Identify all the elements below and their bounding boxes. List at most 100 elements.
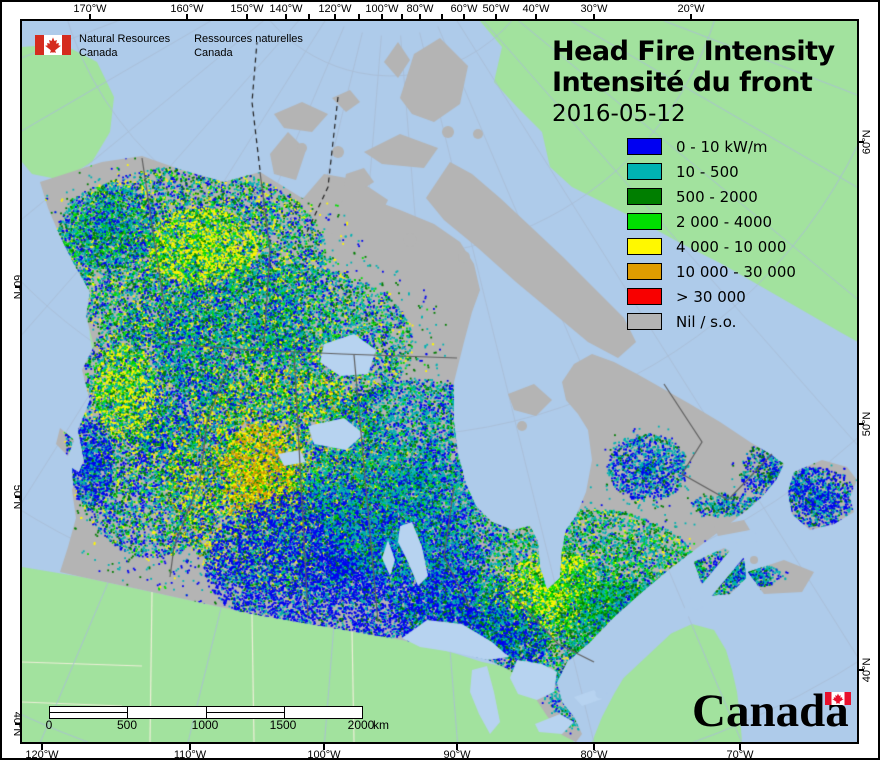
legend-item: 10 000 - 30 000	[627, 259, 796, 284]
signature-en-line1: Natural Resources	[79, 33, 171, 45]
axis-tick	[857, 423, 864, 425]
map-title-block: Head Fire Intensity Intensité du front 2…	[552, 36, 835, 128]
legend-swatch	[627, 288, 662, 305]
signature-fr-line1: Ressources naturelles	[194, 33, 303, 45]
legend-swatch	[627, 213, 662, 230]
axis-tick	[285, 14, 287, 21]
axis-label-longitude: 120°W	[25, 749, 59, 760]
signature-english: Natural Resources Canada	[79, 32, 170, 60]
wordmark-text: Canada	[692, 685, 849, 737]
canada-fire-map-image	[22, 21, 857, 742]
axis-label-longitude: 70°W	[726, 749, 754, 760]
legend-label: > 30 000	[676, 287, 746, 306]
axis-label-longitude: 50°W	[482, 3, 510, 15]
axis-label-latitude: 40°N	[861, 657, 873, 683]
signature-french: Ressources naturelles Canada	[194, 32, 303, 60]
axis-tick	[334, 14, 336, 21]
scale-bar: 0 500 1000 1500 2000 km	[39, 702, 399, 732]
axis-tick	[89, 14, 91, 21]
legend-label: 4 000 - 10 000	[676, 237, 787, 256]
canada-wordmark: Canada	[692, 685, 851, 737]
axis-tick	[15, 286, 22, 288]
axis-label-latitude: 50°N	[11, 484, 23, 510]
axis-label-latitude: 60°N	[861, 129, 873, 155]
legend-item: 2 000 - 4000	[627, 209, 796, 234]
legend-swatch	[627, 263, 662, 280]
axis-label-longitude: 80°W	[406, 3, 434, 15]
scale-bar-segments	[49, 706, 363, 719]
axis-label-longitude: 90°W	[443, 749, 471, 760]
scale-bar-segment	[284, 707, 362, 718]
map-title-fr: Intensité du front	[552, 67, 813, 98]
legend-label: 500 - 2000	[676, 187, 758, 206]
axis-tick	[419, 14, 421, 21]
axis-label-latitude: 60°N	[11, 274, 23, 300]
axis-label-longitude: 170°W	[73, 3, 107, 15]
axis-label-latitude: 40°N	[11, 711, 23, 737]
legend-swatch	[627, 163, 662, 180]
axis-tick	[535, 14, 537, 21]
wordmark-flag-icon	[825, 692, 851, 705]
axis-label-longitude: 160°W	[170, 3, 204, 15]
axis-minor-tick	[401, 14, 403, 21]
legend-swatch	[627, 138, 662, 155]
scale-bar-unit: km	[373, 718, 389, 732]
axis-minor-tick	[441, 14, 443, 21]
scale-bar-segment	[128, 707, 207, 718]
axis-label-latitude: 50°N	[861, 411, 873, 437]
axis-tick	[857, 141, 864, 143]
scale-bar-number: 1000	[191, 718, 219, 732]
axis-label-longitude: 60°W	[450, 3, 478, 15]
signature-fr-line2: Canada	[194, 47, 233, 59]
legend-item: 10 - 500	[627, 159, 796, 184]
legend-label: 0 - 10 kW/m	[676, 137, 768, 156]
legend-swatch	[627, 313, 662, 330]
axis-label-longitude: 140°W	[269, 3, 303, 15]
government-signature: Natural Resources Canada Ressources natu…	[35, 32, 303, 60]
canada-flag-icon	[35, 35, 71, 55]
axis-tick	[15, 496, 22, 498]
axis-label-longitude: 20°W	[677, 3, 705, 15]
axis-label-longitude: 80°W	[580, 749, 608, 760]
legend-item: Nil / s.o.	[627, 309, 796, 334]
axis-label-longitude: 150°W	[230, 3, 264, 15]
axis-minor-tick	[358, 14, 360, 21]
axis-label-longitude: 100°W	[365, 3, 399, 15]
scale-bar-segment	[206, 707, 285, 718]
scale-bar-number: 1500	[269, 718, 297, 732]
axis-tick	[189, 743, 191, 750]
axis-minor-tick	[308, 14, 310, 21]
axis-label-longitude: 100°W	[307, 749, 341, 760]
axis-tick	[246, 14, 248, 21]
axis-tick	[857, 669, 864, 671]
scale-bar-segment	[50, 707, 129, 718]
axis-label-longitude: 110°W	[173, 749, 207, 760]
map-date: 2016-05-12	[552, 101, 686, 127]
axis-tick	[495, 14, 497, 21]
scale-bar-number: 2000	[347, 718, 375, 732]
legend-label: 10 000 - 30 000	[676, 262, 796, 281]
map-title-en: Head Fire Intensity	[552, 36, 835, 67]
axis-tick	[593, 743, 595, 750]
axis-tick	[463, 14, 465, 21]
legend-swatch	[627, 238, 662, 255]
axis-tick	[15, 723, 22, 725]
scale-bar-number: 0	[45, 718, 53, 732]
legend-swatch	[627, 188, 662, 205]
legend-item: > 30 000	[627, 284, 796, 309]
legend-label: 2 000 - 4000	[676, 212, 773, 231]
legend-item: 500 - 2000	[627, 184, 796, 209]
axis-tick	[690, 14, 692, 21]
legend-item: 0 - 10 kW/m	[627, 134, 796, 159]
axis-tick	[593, 14, 595, 21]
signature-en-line2: Canada	[79, 47, 118, 59]
axis-tick	[739, 743, 741, 750]
legend-label: 10 - 500	[676, 162, 739, 181]
axis-tick	[381, 14, 383, 21]
fire-intensity-legend: 0 - 10 kW/m 10 - 500 500 - 2000 2 000 - 400…	[627, 134, 796, 334]
axis-tick	[456, 743, 458, 750]
axis-label-longitude: 120°W	[318, 3, 352, 15]
axis-label-longitude: 40°W	[522, 3, 550, 15]
axis-tick	[41, 743, 43, 750]
